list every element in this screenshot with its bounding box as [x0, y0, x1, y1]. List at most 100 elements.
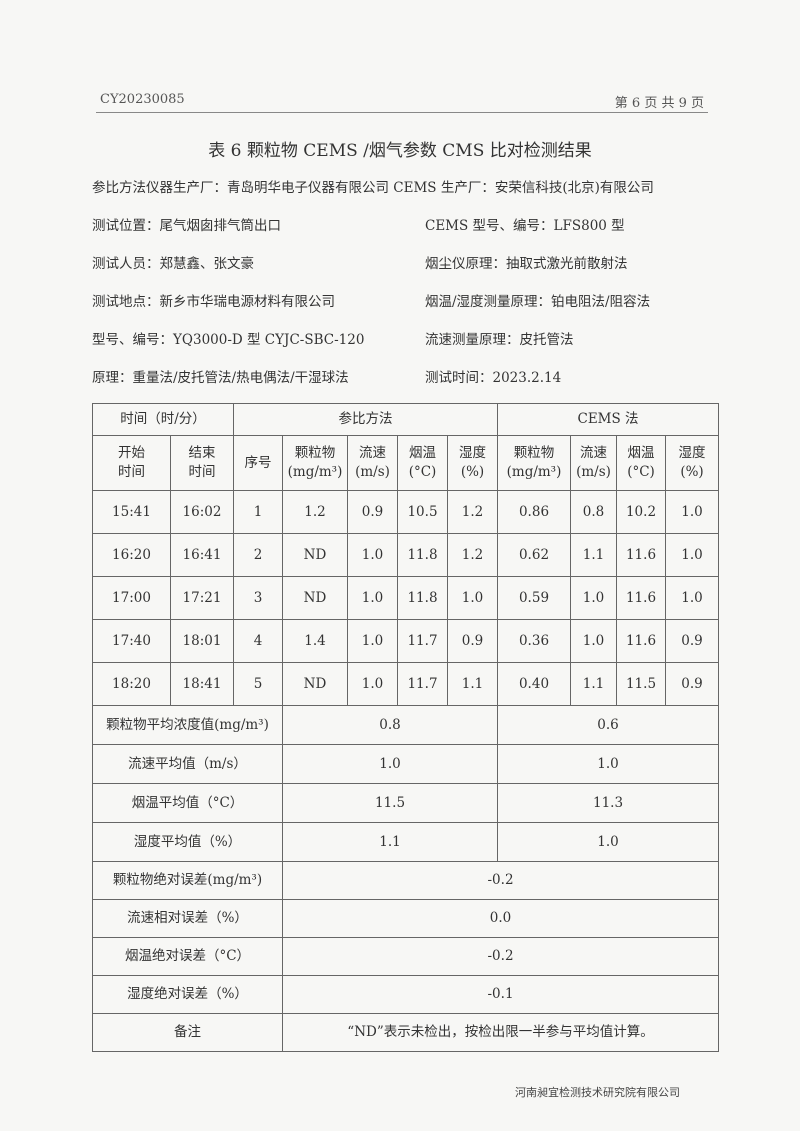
data-cell: 17:00	[92, 576, 171, 620]
average-ref: 0.8	[282, 705, 498, 745]
data-cell: 15:41	[92, 490, 171, 534]
data-cell: 1	[233, 490, 283, 534]
report-number: CY20230085	[100, 92, 185, 107]
table-row: 湿度绝对误差（%） -0.1	[92, 975, 720, 1014]
average-label: 颗粒物平均浓度值(mg/m³)	[92, 705, 283, 745]
data-cell: 1.0	[664, 576, 720, 620]
data-cell: ND	[282, 533, 348, 577]
error-label: 烟温绝对误差（°C）	[92, 937, 283, 976]
info-right-4: 测试时间：2023.2.14	[425, 370, 562, 386]
data-cell: 1.2	[282, 490, 348, 534]
table-title: 表 6 颗粒物 CEMS /烟气参数 CMS 比对检测结果	[208, 141, 592, 161]
table-row: 烟温绝对误差（°C） -0.2	[92, 937, 720, 976]
column-header: 颗粒物 (mg/m³)	[282, 435, 348, 491]
data-cell: 11.6	[616, 576, 666, 620]
data-cell: 0.9	[664, 619, 720, 663]
data-cell: 16:20	[92, 533, 171, 577]
data-cell: 5	[233, 662, 283, 706]
data-cell: 11.5	[616, 662, 666, 706]
average-cems: 0.6	[496, 705, 720, 745]
table-row: 时间（时/分） 参比方法 CEMS 法	[92, 403, 720, 436]
remark-value: “ND”表示未检出，按检出限一半参与平均值计算。	[281, 1013, 720, 1052]
data-cell: 16:41	[170, 533, 234, 577]
error-label: 流速相对误差（%）	[92, 899, 283, 938]
error-value: -0.1	[281, 975, 720, 1014]
column-header: 湿度 (%)	[447, 435, 498, 491]
data-cell: 2	[233, 533, 283, 577]
table-row: 开始 时间 结束 时间 序号 颗粒物 (mg/m³) 流速 (m/s) 烟温 (°C) 湿度…	[92, 435, 720, 491]
info-right-0: CEMS 型号、编号：LFS800 型	[425, 218, 625, 234]
data-cell: 18:01	[170, 619, 234, 663]
data-cell: 18:20	[92, 662, 171, 706]
header-cems: CEMS 法	[496, 403, 720, 436]
data-cell: 1.1	[447, 662, 498, 706]
info-right-1: 烟尘仪原理：抽取式激光前散射法	[425, 256, 628, 272]
data-cell: 11.7	[397, 619, 448, 663]
data-cell: 4	[233, 619, 283, 663]
data-cell: 1.2	[447, 490, 498, 534]
table-row: 流速平均值（m/s） 1.0 1.0	[92, 744, 720, 784]
footer-company: 河南昶宜检测技术研究院有限公司	[515, 1086, 680, 1099]
table-row: 17:00 17:21 3 ND 1.0 11.8 1.0 0.59 1.0 11.6 1.0	[92, 576, 720, 620]
table-row: 颗粒物绝对误差(mg/m³) -0.2	[92, 861, 720, 900]
header-ref-method: 参比方法	[233, 403, 498, 436]
data-cell: 1.1	[570, 533, 617, 577]
data-cell: 0.40	[497, 662, 571, 706]
table-row: 16:20 16:41 2 ND 1.0 11.8 1.2 0.62 1.1 11.6 1.0	[92, 533, 720, 577]
data-cell: 1.1	[570, 662, 617, 706]
data-cell: 0.86	[497, 490, 571, 534]
average-cems: 11.3	[496, 783, 720, 823]
data-cell: 1.0	[347, 533, 398, 577]
data-cell: ND	[282, 576, 348, 620]
data-cell: 1.0	[347, 576, 398, 620]
column-header: 烟温 (°C)	[397, 435, 448, 491]
error-value: 0.0	[281, 899, 720, 938]
error-label: 湿度绝对误差（%）	[92, 975, 283, 1014]
remark-label: 备注	[92, 1013, 283, 1052]
data-cell: 11.8	[397, 533, 448, 577]
data-cell: ND	[282, 662, 348, 706]
data-cell: 1.0	[347, 619, 398, 663]
column-header: 流速 (m/s)	[347, 435, 398, 491]
info-left-1: 测试人员：郑慧鑫、张文豪	[92, 256, 254, 272]
data-cell: 1.0	[570, 619, 617, 663]
header-divider	[96, 112, 708, 113]
table-row: 18:20 18:41 5 ND 1.0 11.7 1.1 0.40 1.1 11.5 0.9	[92, 662, 720, 706]
data-cell: 1.0	[447, 576, 498, 620]
column-header: 流速 (m/s)	[570, 435, 617, 491]
error-value: -0.2	[281, 861, 720, 900]
data-cell: 10.5	[397, 490, 448, 534]
table-row: 15:41 16:02 1 1.2 0.9 10.5 1.2 0.86 0.8 10.2 1.0	[92, 490, 720, 534]
column-header: 湿度 (%)	[664, 435, 720, 491]
column-header: 序号	[233, 435, 283, 491]
data-cell: 1.0	[664, 490, 720, 534]
data-cell: 0.9	[664, 662, 720, 706]
data-cell: 11.6	[616, 619, 666, 663]
error-label: 颗粒物绝对误差(mg/m³)	[92, 861, 283, 900]
data-cell: 0.59	[497, 576, 571, 620]
average-label: 流速平均值（m/s）	[92, 744, 283, 784]
header-time: 时间（时/分）	[92, 403, 234, 436]
column-header: 开始 时间	[92, 435, 171, 491]
error-value: -0.2	[281, 937, 720, 976]
data-cell: 11.6	[616, 533, 666, 577]
table-row: 备注 “ND”表示未检出，按检出限一半参与平均值计算。	[92, 1013, 720, 1052]
manufacturer-line: 参比方法仪器生产厂：青岛明华电子仪器有限公司 CEMS 生产厂：安荣信科技(北京…	[92, 180, 654, 196]
page-info: 第 6 页 共 9 页	[614, 96, 704, 111]
column-header: 结束 时间	[170, 435, 234, 491]
info-right-3: 流速测量原理：皮托管法	[425, 332, 574, 348]
info-left-2: 测试地点：新乡市华瑞电源材料有限公司	[92, 294, 335, 310]
data-cell: 16:02	[170, 490, 234, 534]
table-row: 颗粒物平均浓度值(mg/m³) 0.8 0.6	[92, 705, 720, 745]
average-label: 烟温平均值（°C）	[92, 783, 283, 823]
data-cell: 1.4	[282, 619, 348, 663]
data-cell: 11.7	[397, 662, 448, 706]
data-cell: 1.0	[570, 576, 617, 620]
average-ref: 1.1	[282, 822, 498, 862]
data-cell: 1.0	[664, 533, 720, 577]
table-row: 17:40 18:01 4 1.4 1.0 11.7 0.9 0.36 1.0 11.6 0.9	[92, 619, 720, 663]
info-left-4: 原理：重量法/皮托管法/热电偶法/干湿球法	[92, 370, 349, 386]
data-cell: 18:41	[170, 662, 234, 706]
data-cell: 17:21	[170, 576, 234, 620]
results-table: 时间（时/分） 参比方法 CEMS 法开始 时间 结束 时间 序号 颗粒物 (mg/m³)…	[92, 403, 720, 1052]
